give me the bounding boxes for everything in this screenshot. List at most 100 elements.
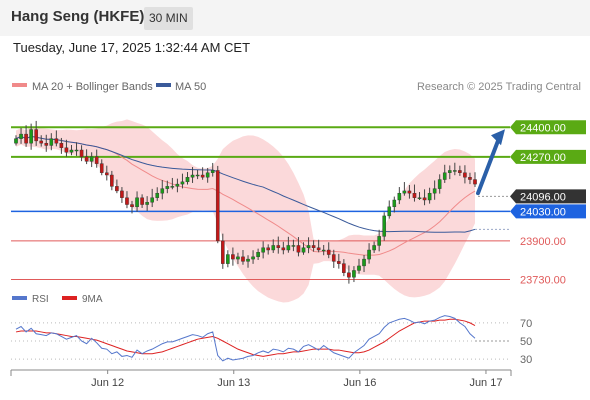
candle — [412, 184, 417, 202]
candle — [54, 130, 59, 147]
candle-body — [473, 179, 477, 185]
candle — [271, 239, 276, 253]
candle — [99, 159, 104, 176]
level-label-support: 23730.00 — [520, 275, 566, 287]
price-level-labels: 24400.00 24270.00 24096.00 24030.00 23900.00… — [510, 120, 586, 287]
candle — [44, 134, 49, 152]
candle-body — [407, 190, 412, 194]
level-label-pivot: 24030.00 — [520, 206, 566, 218]
candle-body — [316, 247, 321, 251]
candle — [321, 245, 326, 256]
candle-body — [468, 177, 472, 180]
main-legend: MA 20 + Bollinger Bands MA 50 Research ©… — [12, 81, 581, 93]
candle-body — [447, 170, 452, 173]
candle — [84, 149, 89, 165]
candle — [135, 191, 139, 212]
candle-body — [241, 256, 245, 262]
candle-body — [29, 129, 33, 144]
candle — [261, 241, 265, 259]
candle — [231, 247, 235, 266]
candle-body — [397, 192, 402, 201]
candle-body — [140, 197, 144, 205]
candle — [372, 241, 376, 253]
candle-body — [377, 236, 381, 246]
candle-body — [195, 174, 200, 177]
rsi-legend: RSI 9MA — [12, 294, 103, 305]
symbol-title: Hang Seng (HKFE) — [11, 8, 145, 25]
candle-body — [362, 258, 366, 267]
candle-body — [276, 245, 281, 248]
candle — [210, 162, 215, 177]
candle — [39, 135, 44, 147]
level-tag-pivot — [510, 204, 586, 219]
candle-body — [200, 174, 205, 178]
candle — [397, 187, 402, 205]
timeframe-button[interactable]: 30 MIN — [144, 7, 193, 30]
candle — [69, 145, 74, 156]
candle — [29, 123, 33, 150]
candle-body — [150, 197, 154, 203]
candle — [377, 229, 381, 252]
candle — [352, 266, 356, 283]
candle — [74, 142, 79, 156]
level-label-last: 24096.00 — [520, 191, 566, 203]
candle-body — [281, 247, 286, 251]
candle-body — [24, 133, 28, 144]
legend-swatch-rsi — [12, 296, 27, 300]
x-tick-label: Jun 12 — [91, 377, 124, 389]
candle — [165, 180, 170, 194]
candle — [442, 164, 447, 183]
candlesticks — [14, 120, 477, 284]
candle-body — [155, 192, 160, 198]
candle — [150, 188, 154, 208]
candle-body — [437, 179, 442, 189]
candle-body — [145, 202, 149, 205]
candle — [437, 174, 442, 194]
candle — [104, 165, 109, 181]
candle-body — [69, 149, 74, 153]
candle — [195, 170, 200, 180]
candle-body — [231, 254, 235, 260]
candle — [170, 177, 175, 190]
level-tag-resistance — [510, 120, 586, 135]
candle-body — [99, 163, 104, 173]
candle-body — [215, 170, 220, 242]
candle-body — [110, 174, 114, 187]
candle — [94, 149, 99, 168]
candle-body — [417, 197, 422, 199]
level-label-resistance: 24270.00 — [520, 152, 566, 164]
rsi-panel: 70 50 30 — [11, 315, 532, 366]
candle — [296, 237, 301, 257]
candle — [316, 239, 321, 253]
candle-body — [120, 190, 124, 198]
candle — [125, 191, 129, 209]
candle — [115, 179, 119, 194]
candle — [14, 135, 18, 146]
candle — [160, 180, 165, 200]
candle — [226, 250, 230, 268]
candle — [79, 145, 84, 162]
legend-label-9ma: 9MA — [82, 294, 103, 305]
candle-body — [453, 170, 457, 172]
candle-body — [89, 156, 94, 162]
candle — [256, 248, 260, 260]
candle-body — [286, 245, 291, 251]
candle — [49, 133, 54, 151]
candle-body — [291, 245, 296, 247]
candle-body — [210, 170, 215, 173]
candle-body — [306, 245, 311, 248]
candle — [362, 255, 366, 273]
candle — [337, 253, 341, 269]
candle — [205, 167, 210, 183]
x-tick-label: Jun 13 — [217, 377, 250, 389]
candle-body — [19, 133, 23, 139]
candle-body — [165, 186, 170, 189]
projection-arrow — [476, 129, 505, 196]
candle-body — [221, 240, 225, 264]
candle-body — [382, 215, 387, 237]
candle-body — [180, 181, 185, 185]
candle-body — [246, 258, 250, 262]
candle-body — [74, 149, 79, 152]
candle-body — [347, 272, 351, 278]
